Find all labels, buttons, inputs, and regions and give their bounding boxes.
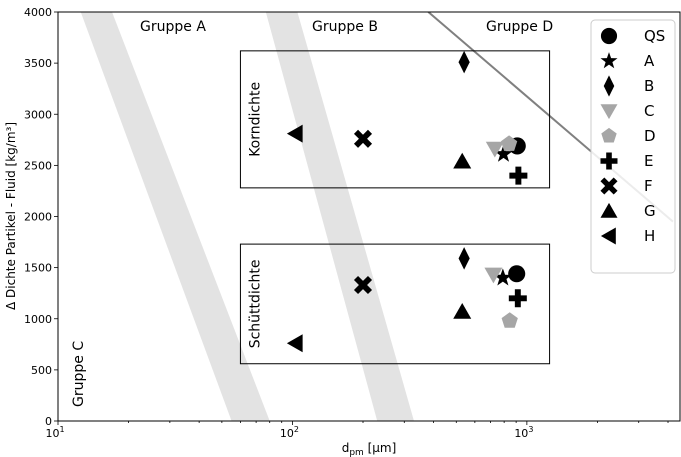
density-box-2 <box>239 243 551 365</box>
x-tick-base: 10 <box>514 427 528 440</box>
y-axis-title: Δ Dichte Partikel - Fluid [kg/m³] <box>4 122 18 310</box>
x-tick-label: 103 <box>514 425 533 440</box>
x-axis-title: dpm [µm] <box>342 441 397 457</box>
legend-marker-g <box>600 202 618 218</box>
point-f-2-shape <box>353 275 373 295</box>
point-f-1 <box>353 129 373 148</box>
x-tick-base: 10 <box>45 427 59 440</box>
legend-marker-a <box>600 52 618 69</box>
y-tick-label: 1000 <box>24 313 52 326</box>
legend-label-f: F <box>644 177 653 195</box>
x-tick-label: 101 <box>45 425 64 440</box>
region-label-gruppe-c: Gruppe C <box>71 341 87 407</box>
point-c-2 <box>484 267 503 284</box>
legend-marker-f-shape <box>600 177 618 195</box>
legend-label-d: D <box>644 127 656 145</box>
density-boxes: Korndichte Schüttdichte <box>239 50 551 365</box>
legend-label-c: C <box>644 102 654 120</box>
x-axis: 101 102 103 <box>45 421 669 440</box>
region-label-gruppe-b: Gruppe B <box>312 19 378 35</box>
density-box-1 <box>239 50 551 189</box>
x-tick-exp: 3 <box>528 425 533 434</box>
point-e-1 <box>509 166 528 185</box>
point-g-2 <box>453 303 472 319</box>
y-tick-label: 1500 <box>24 262 52 275</box>
regime-band-1 <box>80 12 270 421</box>
point-g-1 <box>453 152 472 169</box>
box-label-2: Schüttdichte <box>247 260 263 349</box>
legend-marker-e <box>600 152 618 170</box>
y-axis: 0 500 1000 1500 2000 2500 3000 3500 4000 <box>24 6 58 428</box>
legend-marker-qs <box>600 27 618 45</box>
y-tick-label: 2500 <box>24 159 52 172</box>
region-label-gruppe-a: Gruppe A <box>140 19 206 35</box>
legend-label-h: H <box>644 227 655 245</box>
legend-label-a: A <box>644 52 655 70</box>
legend-label-g: G <box>644 202 656 220</box>
point-h-2 <box>286 334 303 353</box>
legend-marker-b <box>603 75 615 97</box>
y-tick-label: 3500 <box>24 57 52 70</box>
x-tick-base: 10 <box>280 427 294 440</box>
legend-marker-h <box>600 227 616 245</box>
y-tick-label: 2000 <box>24 211 52 224</box>
point-d-1 <box>500 135 518 151</box>
point-f-1-shape <box>353 129 373 148</box>
point-a-1 <box>494 144 513 162</box>
x-tick-label: 102 <box>280 425 299 440</box>
point-qs-2 <box>508 265 526 283</box>
regime-bands <box>80 12 414 421</box>
legend-marker-d <box>601 127 617 143</box>
point-a-2 <box>493 268 512 286</box>
point-d-2 <box>501 312 518 328</box>
legend-marker-c <box>600 104 618 120</box>
point-e-2 <box>508 289 527 308</box>
y-tick-label: 500 <box>31 364 52 377</box>
point-c-1 <box>485 141 504 158</box>
y-tick-label: 0 <box>45 415 52 428</box>
point-f-2 <box>353 275 373 295</box>
regime-band-2 <box>265 12 414 421</box>
legend-marker-f <box>600 177 618 195</box>
legend-label-b: B <box>644 77 654 95</box>
y-tick-label: 3000 <box>24 108 52 121</box>
region-label-gruppe-d: Gruppe D <box>486 19 553 35</box>
x-tick-exp: 2 <box>294 425 299 434</box>
box-label-1: Korndichte <box>247 82 263 157</box>
legend-label-qs: QS <box>644 27 665 45</box>
data-points <box>286 50 528 353</box>
y-tick-label: 4000 <box>24 6 52 19</box>
point-b-1 <box>458 50 470 74</box>
legend-label-e: E <box>644 152 653 170</box>
point-h-1 <box>286 124 303 143</box>
x-tick-exp: 1 <box>59 425 64 434</box>
point-b-2 <box>458 247 470 270</box>
